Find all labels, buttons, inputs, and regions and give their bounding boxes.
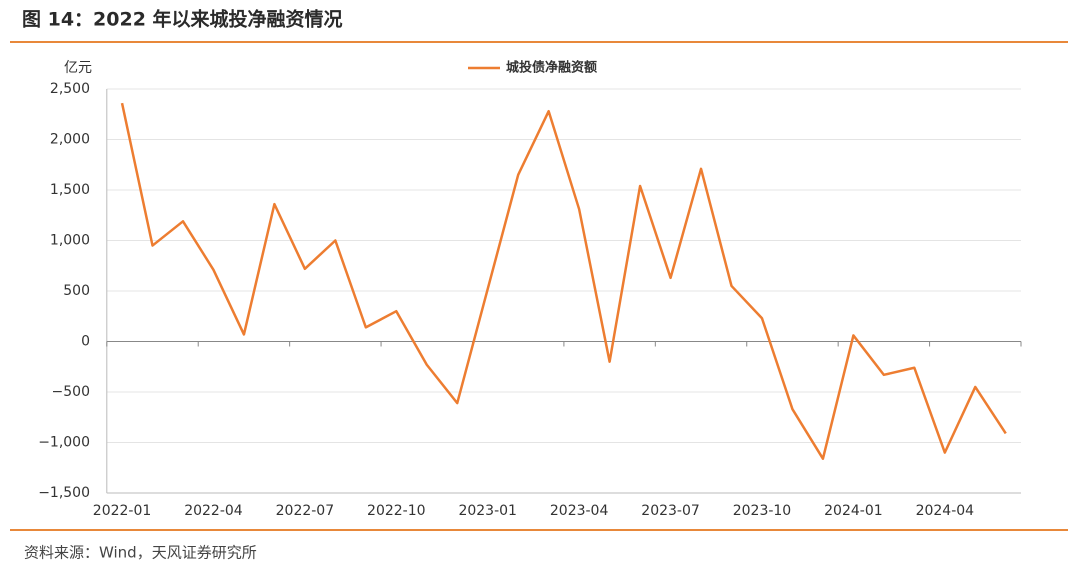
x-tick-label: 2024-01 — [824, 503, 883, 519]
x-tick-label: 2022-10 — [367, 503, 426, 519]
y-tick-label: −1,500 — [38, 485, 90, 501]
x-tick-label: 2023-10 — [733, 503, 792, 519]
x-tick-label: 2023-01 — [458, 503, 517, 519]
y-tick-label: 2,500 — [50, 81, 90, 97]
x-tick-label: 2023-04 — [550, 503, 609, 519]
y-tick-label: 1,500 — [50, 182, 90, 198]
y-tick-label: 2,000 — [50, 132, 90, 148]
x-tick-label: 2023-07 — [641, 503, 700, 519]
source: 资料来源：Wind，天风证券研究所 — [24, 544, 257, 562]
x-tick-label: 2024-04 — [916, 503, 975, 519]
y-tick-label: −1,000 — [38, 435, 90, 451]
x-tick-label: 2022-07 — [276, 503, 335, 519]
chart-title: 图 14：2022 年以来城投净融资情况 — [22, 8, 343, 31]
data-line — [120, 102, 1007, 460]
x-tick-label: 2022-01 — [93, 503, 152, 519]
y-tick-label: 500 — [63, 283, 90, 299]
y-tick-label: −500 — [52, 384, 90, 400]
y-tick-label: 0 — [81, 334, 90, 350]
legend-label: 城投债净融资额 — [506, 60, 597, 76]
x-tick-label: 2022-04 — [184, 503, 243, 519]
y-axis-label: 亿元 — [64, 60, 92, 76]
y-tick-label: 1,000 — [50, 233, 90, 249]
